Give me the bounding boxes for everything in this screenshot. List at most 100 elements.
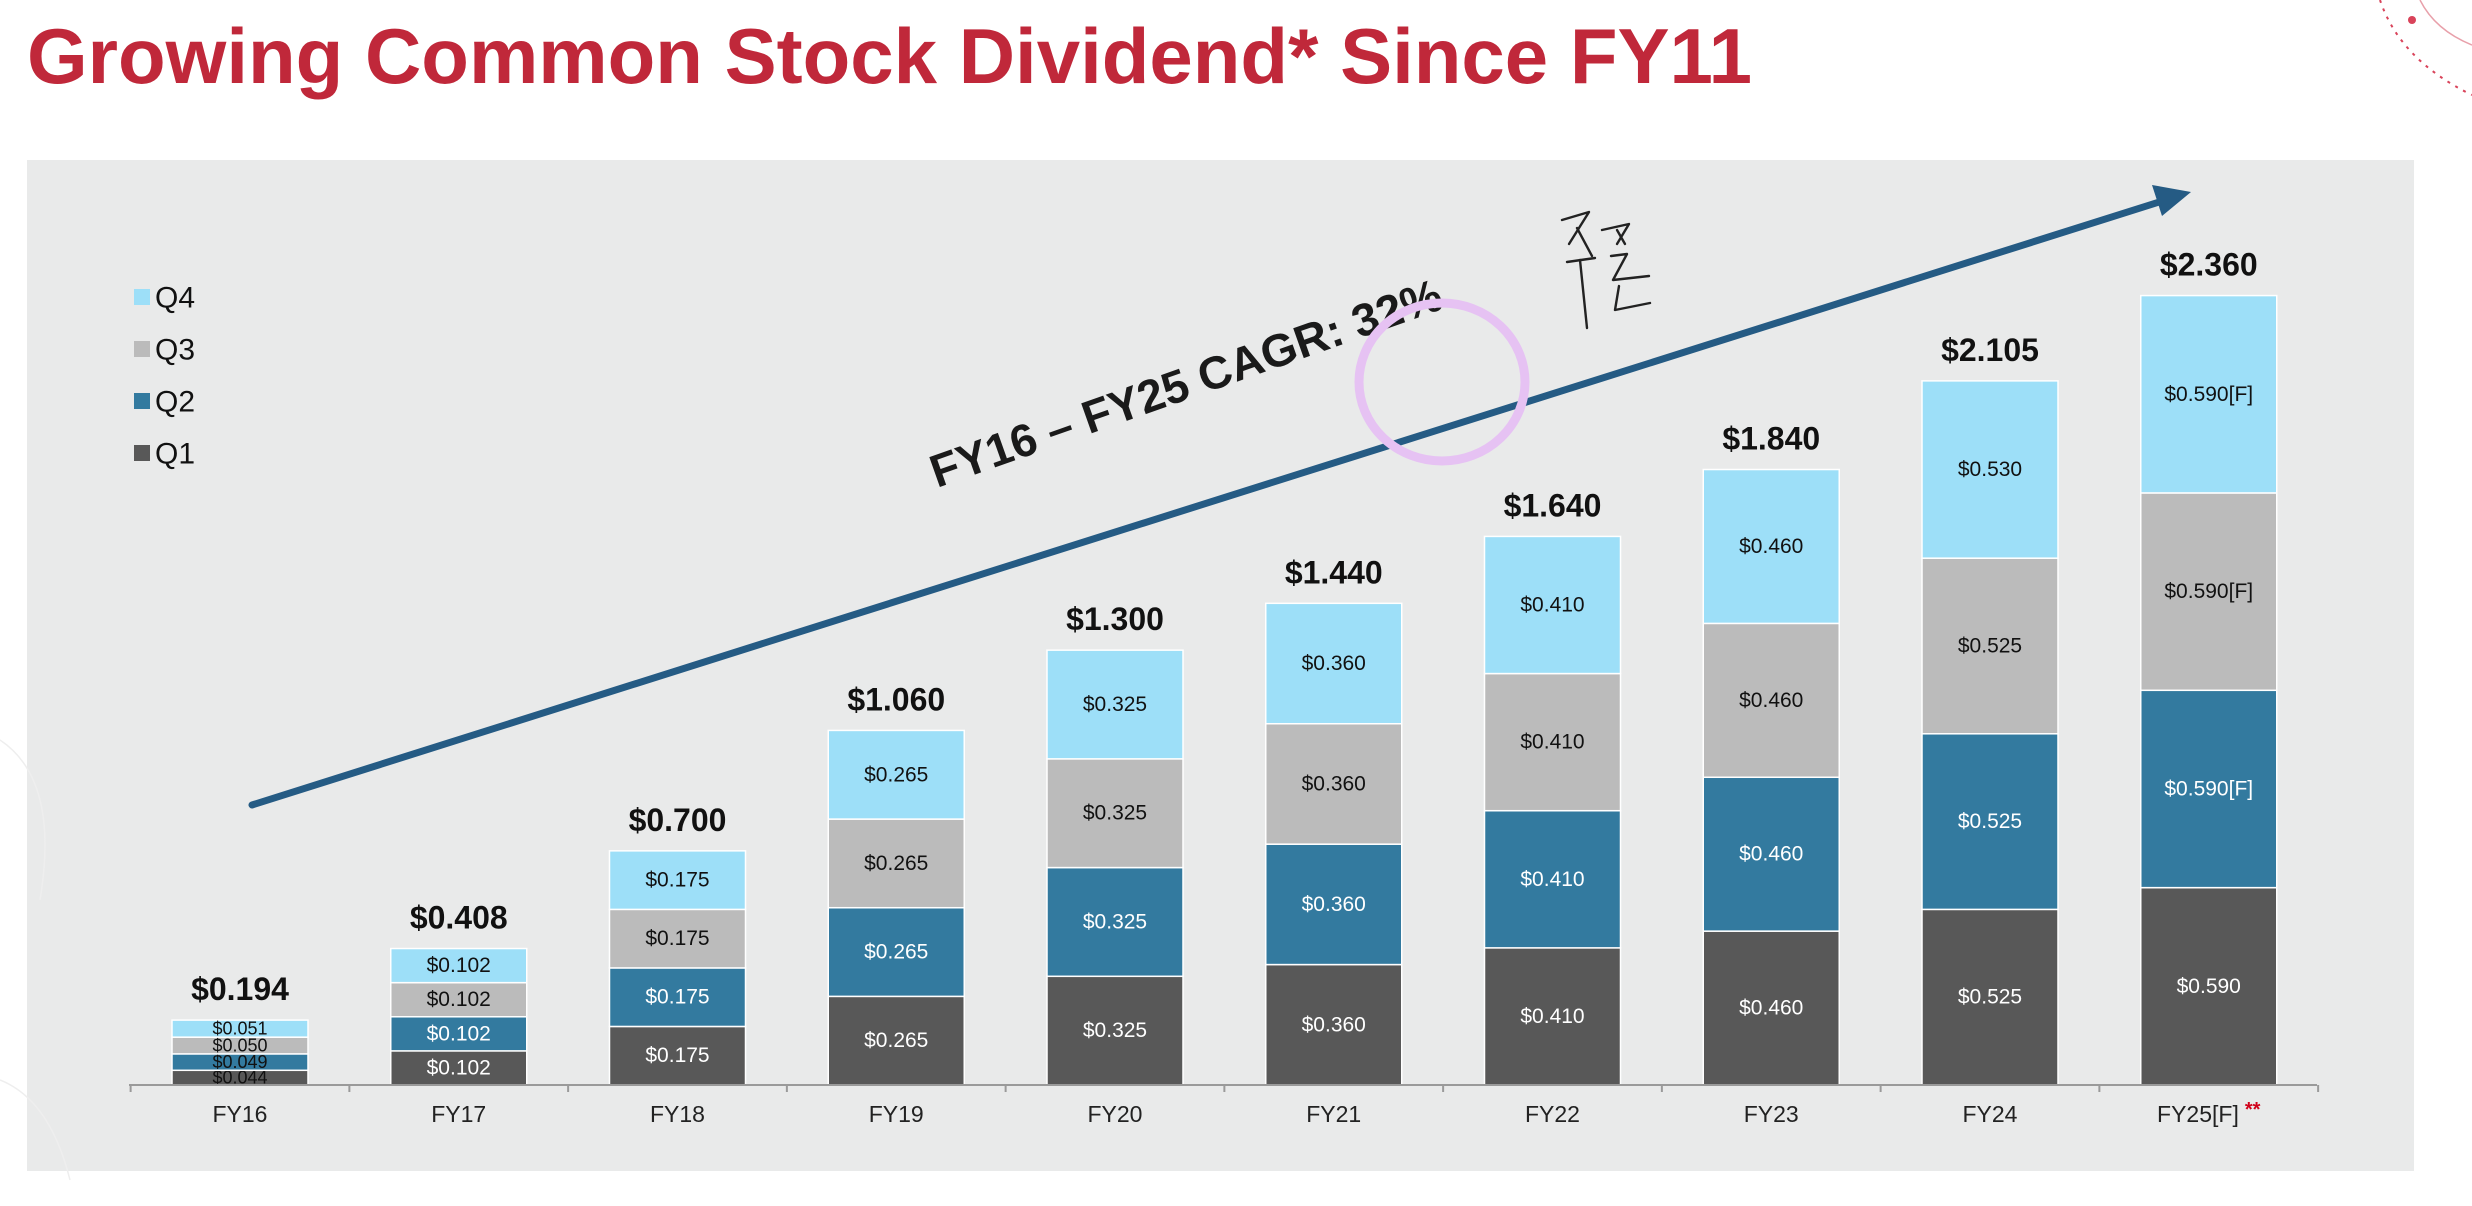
legend-label-q4: Q4 bbox=[155, 282, 195, 315]
bar-segment-fy18-q4 bbox=[608, 850, 747, 911]
total-label-fy21: $1.440 bbox=[1285, 554, 1383, 590]
legend-swatch-q2 bbox=[134, 393, 150, 409]
bar-segment-fy20-q1 bbox=[1046, 975, 1184, 1086]
segment-label-fy21-q4: $0.360 bbox=[1302, 652, 1366, 675]
cagr-highlight-circle bbox=[1354, 298, 1530, 466]
bar-segment-fy19-q2 bbox=[827, 906, 965, 998]
x-axis-ticks bbox=[129, 1085, 2320, 1092]
bar-segment-fy18-q2 bbox=[608, 967, 747, 1028]
dividend-stacked-bar-chart: $0.044$0.049$0.050$0.051 $0.194 $0.102 $0.1… bbox=[129, 185, 2320, 1127]
bar-segment-fy24-q2 bbox=[1921, 733, 2059, 911]
segment-label-fy18-q1: $0.175 bbox=[645, 1044, 709, 1067]
corner-dot bbox=[2408, 16, 2416, 24]
bar-segment-fy22-q2 bbox=[1483, 809, 1622, 949]
bar-segment-fy19-q4 bbox=[827, 729, 965, 820]
segment-label-fy25-f-q4: $0.590[F] bbox=[2164, 383, 2253, 406]
total-label-fy22: $1.640 bbox=[1504, 487, 1602, 523]
segment-label-fy20-q2: $0.325 bbox=[1083, 910, 1147, 933]
segment-label-fy16-q4: $0.051 bbox=[212, 1019, 267, 1039]
segment-label-fy22-q1: $0.410 bbox=[1520, 1005, 1584, 1028]
bar-segment-fy25-f-q2 bbox=[2140, 689, 2278, 889]
bar-segment-fy20-q4 bbox=[1046, 649, 1184, 760]
segment-label-fy23-q4: $0.460 bbox=[1739, 535, 1803, 558]
segment-label-fy17-q1: $0.102 bbox=[427, 1056, 491, 1079]
bar-segment-fy21-q2 bbox=[1265, 843, 1403, 966]
x-tick-label-fy23: FY23 bbox=[1744, 1101, 1799, 1127]
bar-segment-fy19-q3 bbox=[827, 818, 965, 909]
segment-label-fy19-q4: $0.265 bbox=[864, 763, 928, 786]
x-tick-label-fy18: FY18 bbox=[650, 1101, 705, 1127]
total-label-fy24: $2.105 bbox=[1941, 332, 2039, 368]
bar-segment-fy25-f-q3 bbox=[2140, 492, 2278, 692]
cagr-arrow-shaft bbox=[248, 193, 2179, 809]
segment-label-fy25-f-q1: $0.590 bbox=[2177, 975, 2241, 998]
x-axis-labels: FY16 FY17 FY18 FY19 FY20 FY21 FY22 FY23 FY24 FY25… bbox=[213, 1099, 2261, 1127]
segment-label-fy23-q1: $0.460 bbox=[1739, 997, 1803, 1020]
segment-label-fy19-q2: $0.265 bbox=[864, 941, 928, 964]
x-tick-label-fy24: FY24 bbox=[1963, 1101, 2018, 1127]
legend: Q4 Q3 Q2 Q1 bbox=[134, 282, 195, 471]
bar-segment-fy22-q4 bbox=[1483, 535, 1622, 675]
left-faint-arc bbox=[0, 1079, 71, 1181]
segment-label-fy23-q2: $0.460 bbox=[1739, 843, 1803, 866]
segment-label-fy20-q1: $0.325 bbox=[1083, 1019, 1147, 1042]
segment-label-fy25-f-q2: $0.590[F] bbox=[2164, 777, 2253, 800]
segment-label-fy25-f-q3: $0.590[F] bbox=[2164, 580, 2253, 603]
x-tick-label-fy16: FY16 bbox=[213, 1101, 268, 1127]
segment-label-fy17-q4: $0.102 bbox=[427, 954, 491, 977]
segment-label-fy16-q3: $0.050 bbox=[212, 1036, 267, 1056]
bars-layer: $0.044$0.049$0.050$0.051 $0.194 $0.102 $0.1… bbox=[171, 247, 2278, 1088]
cagr-arrow bbox=[248, 185, 2191, 809]
handwritten-annotation bbox=[1560, 210, 1652, 330]
x-tick-label-fy21: FY21 bbox=[1306, 1101, 1361, 1127]
bar-segment-fy21-q3 bbox=[1265, 722, 1403, 845]
corner-arc-dotted bbox=[2379, 0, 2472, 96]
segment-label-fy18-q4: $0.175 bbox=[645, 869, 709, 892]
bar-segment-fy18-q1 bbox=[608, 1025, 747, 1086]
left-faint-arc bbox=[0, 739, 46, 901]
segment-label-fy17-q2: $0.102 bbox=[427, 1022, 491, 1045]
legend-swatch-q1 bbox=[134, 445, 150, 461]
bar-segment-fy22-q3 bbox=[1483, 672, 1622, 812]
chart-panel: $0.044 $0.049 $0.050 $0.051 $0.194 $0.102 $0.1… bbox=[27, 160, 2414, 1171]
total-label-fy17: $0.408 bbox=[410, 900, 508, 936]
bar-segment-fy24-q4 bbox=[1921, 380, 2059, 559]
segment-label-fy22-q4: $0.410 bbox=[1520, 593, 1584, 616]
legend-label-q1: Q1 bbox=[155, 438, 195, 471]
total-label-fy16: $0.194 bbox=[191, 971, 289, 1007]
x-tick-label-fy25-f: FY25[F] ** bbox=[2157, 1099, 2261, 1127]
total-label-fy20: $1.300 bbox=[1066, 601, 1164, 637]
bar-segment-fy21-q1 bbox=[1265, 963, 1403, 1086]
bar-segment-fy25-f-q4 bbox=[2140, 294, 2278, 494]
segment-label-fy24-q3: $0.525 bbox=[1958, 634, 2022, 657]
bar-segment-fy21-q4 bbox=[1265, 602, 1403, 725]
bar-segment-fy24-q3 bbox=[1921, 557, 2059, 735]
x-tick-label-fy20: FY20 bbox=[1088, 1101, 1143, 1127]
legend-label-q3: Q3 bbox=[155, 334, 195, 367]
total-label-fy25-f: $2.360 bbox=[2160, 247, 2258, 283]
segment-label-fy16-q2: $0.049 bbox=[212, 1052, 267, 1072]
segment-label-fy20-q4: $0.325 bbox=[1083, 693, 1147, 716]
bar-segment-fy22-q1 bbox=[1483, 947, 1622, 1086]
segment-label-fy19-q3: $0.265 bbox=[864, 852, 928, 875]
segment-label-fy20-q3: $0.325 bbox=[1083, 802, 1147, 825]
segment-label-fy17-q3: $0.102 bbox=[427, 988, 491, 1011]
legend-swatch-q3 bbox=[134, 341, 150, 357]
x-tick-label-fy17: FY17 bbox=[431, 1101, 486, 1127]
bar-segment-fy19-q1 bbox=[827, 995, 965, 1086]
cagr-arrow-head bbox=[2152, 185, 2191, 216]
x-tick-label-fy22: FY22 bbox=[1525, 1101, 1580, 1127]
total-label-fy18: $0.700 bbox=[629, 802, 727, 838]
bar-segment-fy17-q2 bbox=[390, 1016, 528, 1052]
bar-segment-fy23-q4 bbox=[1702, 468, 1840, 625]
segment-label-fy18-q3: $0.175 bbox=[645, 927, 709, 950]
segment-label-fy19-q1: $0.265 bbox=[864, 1029, 928, 1052]
segment-label-fy21-q3: $0.360 bbox=[1302, 772, 1366, 795]
x-tick-label-fy19: FY19 bbox=[869, 1101, 924, 1127]
segment-label-fy21-q1: $0.360 bbox=[1302, 1013, 1366, 1036]
corner-arc-line bbox=[2419, 0, 2472, 46]
segment-label-fy21-q2: $0.360 bbox=[1302, 893, 1366, 916]
bar-segment-fy17-q1 bbox=[390, 1050, 528, 1086]
bar-segment-fy17-q3 bbox=[390, 981, 528, 1018]
